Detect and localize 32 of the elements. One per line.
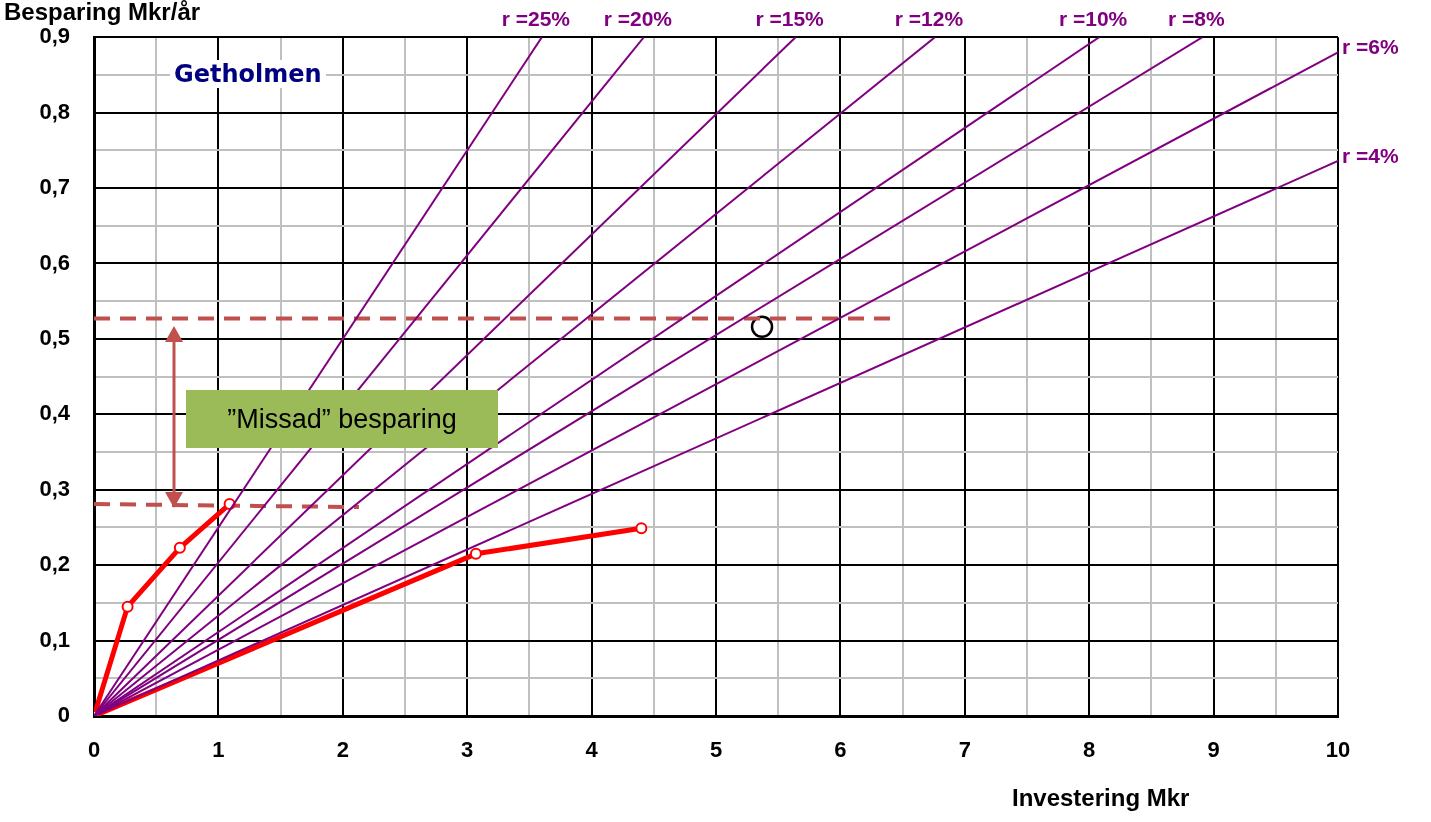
y-axis-title: Besparing Mkr/år — [4, 0, 201, 26]
annotation: ”Missad” besparing — [186, 390, 498, 448]
y-tick-label: 0,6 — [39, 249, 70, 275]
series-label: r =4% — [1342, 143, 1399, 167]
x-tick-label: 9 — [1207, 737, 1220, 763]
series-label: r =8% — [1168, 7, 1226, 31]
series-label: r =15% — [755, 7, 825, 31]
y-tick-label: 0,7 — [39, 174, 70, 200]
annotation: Getholmen — [170, 60, 326, 88]
y-tick-label: 0,3 — [39, 475, 70, 501]
y-tick-label: 0,5 — [39, 324, 70, 350]
series-label: r =10% — [1059, 7, 1128, 31]
x-axis-title: Investering Mkr — [1012, 784, 1190, 812]
x-tick-label: 3 — [461, 737, 474, 763]
x-tick-label: 5 — [709, 737, 723, 763]
x-tick-label: 8 — [1083, 737, 1096, 763]
series-label: r =6% — [1342, 35, 1399, 59]
x-tick-label: 1 — [212, 737, 225, 763]
series-label: r =12% — [894, 7, 964, 31]
y-tick-label: 0,2 — [39, 551, 70, 577]
x-tick-label: 7 — [958, 737, 971, 763]
x-tick-label: 4 — [585, 737, 599, 763]
x-tick-label: 10 — [1325, 737, 1351, 763]
y-tick-label: 0,4 — [39, 400, 71, 426]
y-tick-label: 0,8 — [39, 98, 70, 124]
series-label: r =20% — [603, 7, 673, 31]
x-tick-label: 2 — [336, 737, 349, 763]
y-tick-label: 0,1 — [39, 626, 70, 652]
x-tick-label: 6 — [834, 737, 847, 763]
x-tick-label: 0 — [87, 737, 101, 763]
y-tick-label: 0 — [57, 702, 70, 728]
series-label: r =25% — [501, 7, 571, 31]
